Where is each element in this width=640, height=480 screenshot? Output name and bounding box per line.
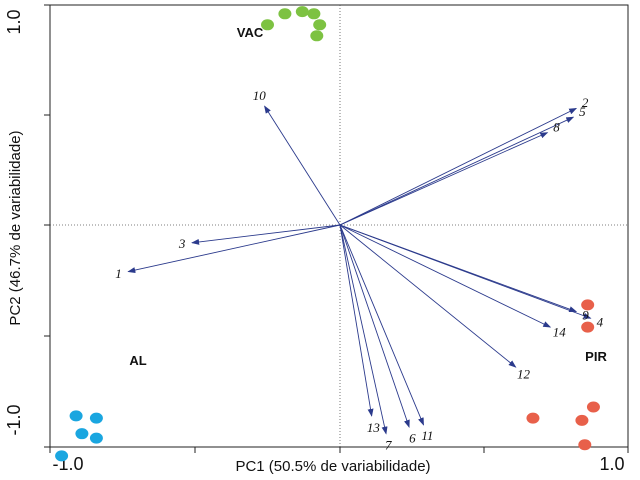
loading-vector-5 [339, 116, 575, 226]
loading-vector-12 [339, 224, 517, 368]
group-label-vac: VAC [237, 25, 264, 40]
point-vac [313, 19, 327, 31]
vector-label-6: 6 [409, 430, 416, 445]
point-vac [261, 19, 274, 31]
point-pir [578, 439, 592, 451]
group-label-pir: PIR [585, 349, 607, 364]
vector-label-8: 8 [553, 120, 560, 135]
y-tick-label: -1.0 [4, 404, 24, 435]
plot-frame [49, 4, 629, 448]
point-pir [575, 414, 589, 426]
vector-label-5: 5 [579, 104, 586, 119]
point-pir [526, 412, 540, 424]
point-vac [295, 6, 309, 18]
x-axis-title: PC1 (50.5% de variabilidade) [235, 458, 430, 475]
loading-vector-9 [339, 224, 578, 313]
vector-label-13: 13 [367, 420, 381, 435]
vector-label-1: 1 [115, 266, 122, 281]
point-al [89, 412, 103, 424]
vector-label-4: 4 [597, 314, 604, 329]
point-al [55, 450, 69, 462]
point-pir [581, 299, 595, 311]
vector-label-10: 10 [253, 88, 267, 103]
vector-label-7: 7 [385, 437, 392, 452]
loading-vector-7 [339, 224, 388, 435]
loading-vector-1 [127, 224, 341, 274]
x-tick-label: 1.0 [599, 454, 624, 474]
vector-label-11: 11 [421, 428, 433, 443]
vector-label-3: 3 [178, 236, 186, 251]
loading-vector-6 [339, 224, 410, 428]
point-al [75, 428, 89, 440]
y-tick-label: 1.0 [4, 9, 24, 34]
vector-label-9: 9 [582, 308, 589, 323]
loading-vector-13 [339, 224, 374, 417]
vector-label-14: 14 [553, 324, 567, 339]
point-vac [310, 30, 324, 42]
vector-label-2: 2 [582, 95, 589, 110]
loading-vector-3 [191, 224, 341, 245]
point-vac [278, 8, 292, 20]
y-axis-title: PC2 (46.7% de variabilidade) [7, 130, 24, 325]
loading-vector-14 [339, 224, 552, 328]
group-label-al: AL [129, 353, 146, 368]
loading-vector-10 [264, 105, 341, 226]
point-pir [581, 321, 595, 333]
loading-vector-11 [339, 224, 424, 426]
loading-vector-8 [339, 132, 549, 226]
point-pir [586, 401, 600, 413]
loading-vector-2 [339, 107, 578, 226]
point-al [89, 432, 103, 444]
vector-label-12: 12 [517, 367, 531, 382]
point-vac [307, 8, 321, 20]
point-al [69, 410, 83, 422]
